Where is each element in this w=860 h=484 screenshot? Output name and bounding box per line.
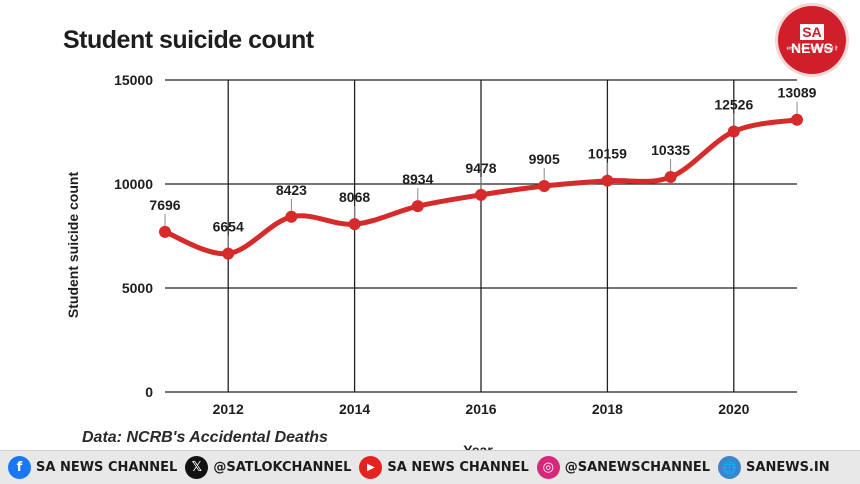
footer-label: SA NEWS CHANNEL	[387, 460, 529, 475]
x-tick-label: 2018	[592, 401, 623, 417]
instagram-icon: ◎	[536, 456, 560, 479]
x-tick-label: 2020	[718, 401, 749, 417]
data-label: 9905	[529, 151, 560, 167]
data-point	[222, 247, 235, 260]
logo-sa: SA	[800, 24, 824, 40]
data-label: 10159	[588, 146, 627, 162]
x-axis-label: Year	[463, 442, 493, 450]
x-tick-label: 2014	[339, 401, 370, 417]
data-label: 8423	[276, 182, 307, 198]
social-footer-bar: f SA NEWS CHANNEL 𝕏 @SATLOKCHANNEL ▶ SA …	[0, 450, 860, 484]
data-label: 9478	[465, 160, 496, 176]
footer-label: @SATLOKCHANNEL	[213, 460, 352, 475]
youtube-icon: ▶	[359, 456, 383, 479]
footer-label: @SANEWSCHANNEL	[564, 460, 711, 475]
facebook-icon: f	[8, 456, 31, 479]
data-label: 8934	[402, 171, 433, 187]
footer-website[interactable]: 🌐 SANEWS.IN	[718, 456, 830, 479]
y-tick-label: 10000	[114, 176, 153, 192]
chart-title: Student suicide count	[63, 26, 314, 54]
logo-news: NEWS	[791, 40, 833, 56]
footer-label: SANEWS.IN	[746, 460, 830, 475]
footer-youtube[interactable]: ▶ SA NEWS CHANNEL	[359, 456, 529, 479]
data-source-note: Data: NCRB's Accidental Deaths	[82, 429, 328, 446]
data-point	[791, 113, 803, 126]
data-label: 8068	[339, 189, 370, 205]
logo-wordmark: SA NEWS	[778, 24, 846, 56]
y-tick-label: 5000	[122, 280, 153, 296]
data-label: 12526	[714, 96, 753, 112]
x-tick-label: 2016	[465, 401, 496, 417]
y-axis-label: Student suicide count	[65, 172, 81, 319]
data-point	[285, 210, 298, 223]
footer-instagram[interactable]: ◎ @SANEWSCHANNEL	[536, 456, 711, 479]
line-chart: 0 5000 10000 15000 2012 2014 2016 2018 2020 Stude…	[65, 72, 817, 450]
globe-icon: 🌐	[718, 456, 742, 479]
data-label: 6654	[213, 219, 244, 235]
footer-x-twitter[interactable]: 𝕏 @SATLOKCHANNEL	[185, 456, 351, 479]
footer-label: SA NEWS CHANNEL	[36, 460, 178, 475]
data-point	[159, 225, 171, 238]
x-twitter-icon: 𝕏	[185, 456, 209, 479]
data-point	[601, 174, 614, 187]
data-label: 13089	[778, 85, 817, 101]
data-point	[538, 179, 551, 192]
footer-facebook[interactable]: f SA NEWS CHANNEL	[8, 456, 177, 479]
logo-tagline: सच को आप जानना चाहते है	[786, 46, 838, 52]
y-tick-label: 0	[145, 384, 153, 400]
data-point	[348, 218, 361, 231]
data-point	[664, 171, 677, 184]
data-point	[727, 125, 740, 138]
y-tick-label: 15000	[114, 72, 153, 88]
x-tick-label: 2012	[213, 401, 244, 417]
data-label: 7696	[149, 197, 180, 213]
data-point	[475, 188, 487, 201]
data-point	[411, 200, 424, 213]
data-label: 10335	[651, 142, 690, 158]
sa-news-logo: SA NEWS सच को आप जानना चाहते है	[778, 6, 846, 74]
